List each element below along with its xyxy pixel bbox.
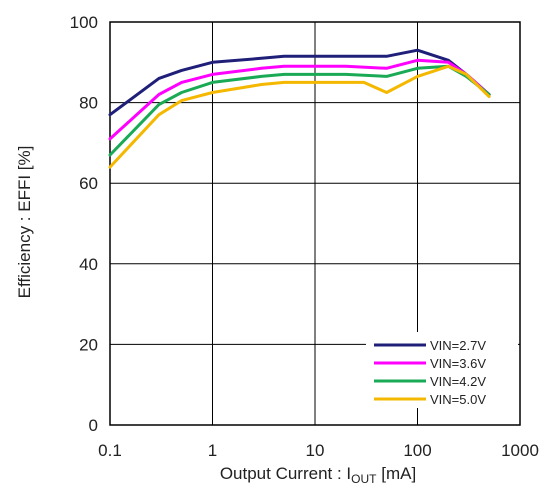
x-tick-label: 1 (208, 441, 217, 460)
y-tick-label: 100 (70, 13, 98, 32)
y-tick-label: 40 (79, 255, 98, 274)
y-tick-labels: 0 20 40 60 80 100 (70, 13, 98, 435)
x-tick-label: 10 (306, 441, 325, 460)
x-tick-label: 0.1 (98, 441, 122, 460)
x-axis-label-suffix: [mA] (377, 464, 417, 483)
x-tick-label: 100 (403, 441, 431, 460)
series-line-1 (108, 48, 491, 117)
y-tick-label: 80 (79, 94, 98, 113)
x-axis-label-prefix: Output Current : I (220, 464, 351, 483)
legend-label: VIN=3.6V (430, 356, 486, 371)
legend: VIN=2.7V VIN=3.6V VIN=4.2V VIN=5.0V (366, 332, 518, 408)
x-axis-label-subscript: OUT (351, 472, 377, 486)
x-tick-labels: 0.1 1 10 100 1000 (98, 441, 539, 460)
plot-frame (109, 21, 521, 426)
series-line-2 (108, 58, 491, 141)
legend-label: VIN=2.7V (430, 338, 486, 353)
series-line-4 (108, 64, 491, 169)
x-axis-label: Output Current : IOUT [mA] (220, 464, 416, 486)
y-tick-label: 20 (79, 335, 98, 354)
legend-label: VIN=4.2V (430, 374, 486, 389)
y-tick-label: 60 (79, 174, 98, 193)
x-tick-label: 1000 (501, 441, 539, 460)
y-axis-label: Efficiency : EFFI [%] (15, 146, 34, 299)
legend-label: VIN=5.0V (430, 392, 486, 407)
series-lines (108, 48, 491, 169)
y-tick-label: 0 (89, 416, 98, 435)
